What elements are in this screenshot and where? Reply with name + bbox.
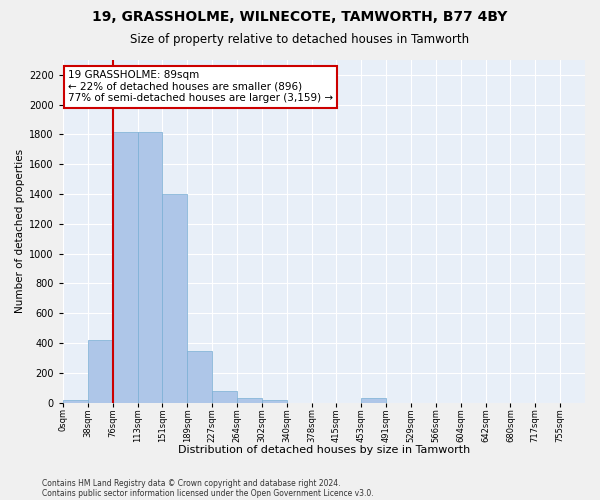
- Bar: [113, 132, 137, 402]
- Bar: [163, 194, 187, 402]
- Bar: [361, 398, 386, 402]
- Text: 19 GRASSHOLME: 89sqm
← 22% of detached houses are smaller (896)
77% of semi-deta: 19 GRASSHOLME: 89sqm ← 22% of detached h…: [68, 70, 333, 104]
- Text: Contains public sector information licensed under the Open Government Licence v3: Contains public sector information licen…: [42, 488, 374, 498]
- X-axis label: Distribution of detached houses by size in Tamworth: Distribution of detached houses by size …: [178, 445, 470, 455]
- Bar: [237, 398, 262, 402]
- Bar: [212, 392, 237, 402]
- Y-axis label: Number of detached properties: Number of detached properties: [15, 150, 25, 314]
- Bar: [88, 340, 113, 402]
- Text: Size of property relative to detached houses in Tamworth: Size of property relative to detached ho…: [130, 32, 470, 46]
- Bar: [63, 400, 88, 402]
- Bar: [137, 132, 163, 402]
- Text: 19, GRASSHOLME, WILNECOTE, TAMWORTH, B77 4BY: 19, GRASSHOLME, WILNECOTE, TAMWORTH, B77…: [92, 10, 508, 24]
- Text: Contains HM Land Registry data © Crown copyright and database right 2024.: Contains HM Land Registry data © Crown c…: [42, 478, 341, 488]
- Bar: [187, 350, 212, 403]
- Bar: [262, 400, 287, 402]
